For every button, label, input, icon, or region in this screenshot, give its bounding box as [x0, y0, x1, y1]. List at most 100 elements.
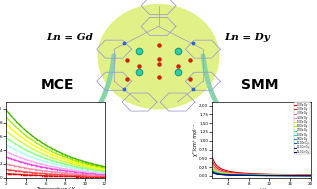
8.0Oe·Dy: [309, 174, 313, 177]
12.0Oe·Dy: [300, 175, 303, 177]
11.0Oe·Dy: [210, 171, 214, 173]
5.0Oe·Dy: [210, 166, 214, 169]
8.0Oe·Dy: [300, 174, 303, 177]
8.0Oe·Dy: [211, 170, 215, 172]
1.0Oe·Dy: [300, 174, 303, 176]
12.0Oe·Dy: [271, 174, 275, 177]
4.0Oe·Dy: [211, 166, 215, 168]
Text: Ln = Dy: Ln = Dy: [224, 33, 270, 42]
9.0Oe·Dy: [309, 174, 313, 177]
8.0Oe·Dy: [269, 174, 273, 177]
6.0Oe·Dy: [211, 168, 215, 170]
9.0Oe·Dy: [293, 174, 297, 177]
7.0Oe·Dy: [269, 174, 273, 177]
X-axis label: Temperature / K: Temperature / K: [36, 187, 75, 189]
Line: 8.0Oe·Dy: 8.0Oe·Dy: [212, 171, 311, 176]
3.0Oe·Dy: [300, 174, 303, 176]
3.0Oe·Dy: [269, 174, 273, 176]
1.0Oe·Dy: [269, 173, 273, 175]
2.0Oe·Dy: [300, 174, 303, 176]
4.0Oe·Dy: [269, 174, 273, 176]
Line: 5.0Oe·Dy: 5.0Oe·Dy: [212, 167, 311, 175]
7.0Oe·Dy: [293, 174, 297, 177]
11.0Oe·Dy: [271, 174, 275, 177]
9.0Oe·Dy: [269, 174, 273, 177]
Legend: 1.0Oe·Dy, 2.0Oe·Dy, 3.0Oe·Dy, 4.0Oe·Dy, 5.0Oe·Dy, 6.0Oe·Dy, 7.0Oe·Dy, 8.0Oe·Dy, : 1.0Oe·Dy, 2.0Oe·Dy, 3.0Oe·Dy, 4.0Oe·Dy, …: [294, 102, 310, 154]
7.0Oe·Dy: [210, 169, 214, 171]
8.0Oe·Dy: [293, 174, 297, 177]
7.0Oe·Dy: [269, 174, 273, 177]
12.0Oe·Dy: [269, 174, 273, 177]
11.0Oe·Dy: [300, 175, 303, 177]
6.0Oe·Dy: [271, 174, 275, 177]
Line: 4.0Oe·Dy: 4.0Oe·Dy: [212, 166, 311, 175]
4.0Oe·Dy: [309, 174, 313, 177]
1.0Oe·Dy: [271, 173, 275, 175]
7.0Oe·Dy: [300, 174, 303, 177]
X-axis label: ν / Hz: ν / Hz: [255, 187, 268, 189]
4.0Oe·Dy: [210, 165, 214, 167]
4.0Oe·Dy: [269, 174, 273, 176]
2.0Oe·Dy: [293, 174, 297, 176]
Ellipse shape: [98, 5, 219, 109]
10.0Oe·Dy: [211, 171, 215, 173]
6.0Oe·Dy: [269, 174, 273, 177]
1.0Oe·Dy: [309, 174, 313, 176]
3.0Oe·Dy: [271, 174, 275, 176]
Line: 6.0Oe·Dy: 6.0Oe·Dy: [212, 169, 311, 176]
12.0Oe·Dy: [269, 174, 273, 177]
10.0Oe·Dy: [293, 174, 297, 177]
10.0Oe·Dy: [210, 170, 214, 173]
Line: 1.0Oe·Dy: 1.0Oe·Dy: [212, 158, 311, 175]
1.0Oe·Dy: [293, 174, 297, 176]
3.0Oe·Dy: [269, 174, 273, 176]
11.0Oe·Dy: [269, 174, 273, 177]
12.0Oe·Dy: [211, 171, 215, 174]
6.0Oe·Dy: [309, 174, 313, 177]
1.0Oe·Dy: [269, 173, 273, 175]
3.0Oe·Dy: [293, 174, 297, 176]
Y-axis label: χ''/cm³ mol⁻¹: χ''/cm³ mol⁻¹: [193, 124, 198, 156]
Line: 10.0Oe·Dy: 10.0Oe·Dy: [212, 172, 311, 176]
Line: 7.0Oe·Dy: 7.0Oe·Dy: [212, 170, 311, 176]
12.0Oe·Dy: [309, 175, 313, 177]
7.0Oe·Dy: [211, 169, 215, 171]
Line: 9.0Oe·Dy: 9.0Oe·Dy: [212, 171, 311, 176]
2.0Oe·Dy: [269, 174, 273, 176]
2.0Oe·Dy: [210, 160, 214, 163]
Text: SMM: SMM: [241, 78, 279, 92]
1.0Oe·Dy: [210, 157, 214, 159]
4.0Oe·Dy: [293, 174, 297, 177]
12.0Oe·Dy: [210, 171, 214, 174]
8.0Oe·Dy: [210, 170, 214, 172]
11.0Oe·Dy: [211, 171, 215, 174]
9.0Oe·Dy: [210, 170, 214, 172]
12.0Oe·Dy: [293, 175, 297, 177]
9.0Oe·Dy: [211, 170, 215, 173]
Line: 12.0Oe·Dy: 12.0Oe·Dy: [212, 172, 311, 176]
11.0Oe·Dy: [309, 175, 313, 177]
5.0Oe·Dy: [271, 174, 275, 176]
3.0Oe·Dy: [309, 174, 313, 176]
3.0Oe·Dy: [210, 163, 214, 166]
6.0Oe·Dy: [269, 174, 273, 177]
6.0Oe·Dy: [293, 174, 297, 177]
11.0Oe·Dy: [269, 174, 273, 177]
4.0Oe·Dy: [271, 174, 275, 176]
10.0Oe·Dy: [309, 175, 313, 177]
8.0Oe·Dy: [271, 174, 275, 177]
6.0Oe·Dy: [210, 168, 214, 170]
5.0Oe·Dy: [309, 174, 313, 177]
10.0Oe·Dy: [271, 174, 275, 177]
Text: Ln = Gd: Ln = Gd: [46, 33, 93, 42]
2.0Oe·Dy: [309, 174, 313, 176]
5.0Oe·Dy: [300, 174, 303, 177]
1.0Oe·Dy: [211, 158, 215, 160]
7.0Oe·Dy: [309, 174, 313, 177]
10.0Oe·Dy: [269, 174, 273, 177]
2.0Oe·Dy: [211, 161, 215, 163]
5.0Oe·Dy: [293, 174, 297, 177]
Text: MCE: MCE: [40, 78, 74, 92]
Line: 2.0Oe·Dy: 2.0Oe·Dy: [212, 161, 311, 175]
Line: 3.0Oe·Dy: 3.0Oe·Dy: [212, 164, 311, 175]
